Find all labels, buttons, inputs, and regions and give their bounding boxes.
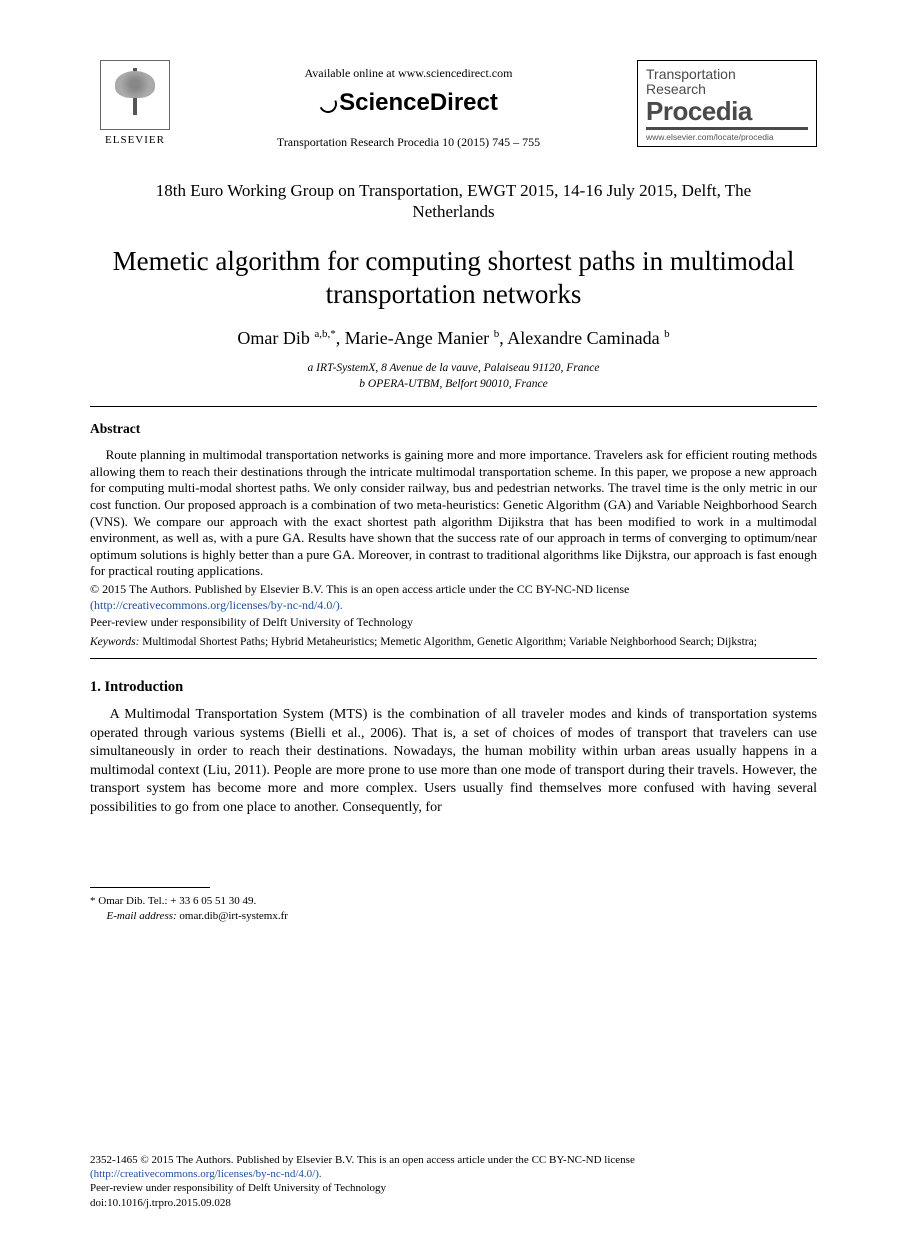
sciencedirect-logo: ScienceDirect [180, 89, 637, 117]
footer-doi: doi:10.1016/j.trpro.2015.09.028 [90, 1196, 817, 1210]
section-1-body: A Multimodal Transportation System (MTS)… [90, 706, 817, 817]
journal-reference: Transportation Research Procedia 10 (201… [180, 135, 637, 150]
email-address: omar.dib@irt-systemx.fr [177, 910, 288, 922]
footnote-rule [90, 887, 210, 888]
keywords-label: Keywords: [90, 636, 139, 648]
license-line1: © 2015 The Authors. Published by Elsevie… [90, 582, 629, 596]
available-online-text: Available online at www.sciencedirect.co… [180, 66, 637, 81]
rule-top [90, 406, 817, 407]
peer-review-line: Peer-review under responsibility of Delf… [90, 615, 817, 630]
footer-issn-line: 2352-1465 © 2015 The Authors. Published … [90, 1153, 817, 1167]
authors-line: Omar Dib a,b,*, Marie-Ange Manier b, Ale… [90, 328, 817, 349]
footnote-block: * Omar Dib. Tel.: + 33 6 05 51 30 49. E-… [90, 894, 817, 924]
header-row: ELSEVIER Available online at www.science… [90, 60, 817, 150]
affiliation-b: b OPERA-UTBM, Belfort 90010, France [90, 377, 817, 393]
license-block: © 2015 The Authors. Published by Elsevie… [90, 582, 817, 613]
procedia-logo-block: Transportation Research Procedia www.els… [637, 60, 817, 147]
footer-peer-review: Peer-review under responsibility of Delf… [90, 1181, 817, 1195]
license-link[interactable]: (http://creativecommons.org/licenses/by-… [90, 598, 343, 612]
elsevier-label: ELSEVIER [90, 134, 180, 146]
corresponding-author: * Omar Dib. Tel.: + 33 6 05 51 30 49. [90, 894, 817, 909]
abstract-heading: Abstract [90, 421, 817, 437]
affiliations: a IRT-SystemX, 8 Avenue de la vauve, Pal… [90, 361, 817, 392]
page-footer: 2352-1465 © 2015 The Authors. Published … [90, 1153, 817, 1210]
rule-bottom [90, 658, 817, 659]
procedia-line1: Transportation [646, 67, 808, 82]
conference-info: 18th Euro Working Group on Transportatio… [130, 180, 777, 223]
section-1-heading: 1. Introduction [90, 679, 817, 696]
paper-title: Memetic algorithm for computing shortest… [100, 245, 807, 313]
sciencedirect-swoosh-icon [317, 92, 340, 115]
keywords-line: Keywords: Multimodal Shortest Paths; Hyb… [90, 636, 817, 648]
elsevier-logo-block: ELSEVIER [90, 60, 180, 146]
elsevier-tree-icon [100, 60, 170, 130]
keywords-text: Multimodal Shortest Paths; Hybrid Metahe… [139, 636, 757, 648]
abstract-body: Route planning in multimodal transportat… [90, 447, 817, 580]
email-label: E-mail address: [107, 910, 177, 922]
footer-license-link[interactable]: (http://creativecommons.org/licenses/by-… [90, 1168, 322, 1180]
sciencedirect-text: ScienceDirect [339, 89, 498, 116]
affiliation-a: a IRT-SystemX, 8 Avenue de la vauve, Pal… [90, 361, 817, 377]
procedia-big-text: Procedia [646, 98, 808, 130]
procedia-url: www.elsevier.com/locate/procedia [646, 132, 808, 142]
header-center: Available online at www.sciencedirect.co… [180, 60, 637, 150]
